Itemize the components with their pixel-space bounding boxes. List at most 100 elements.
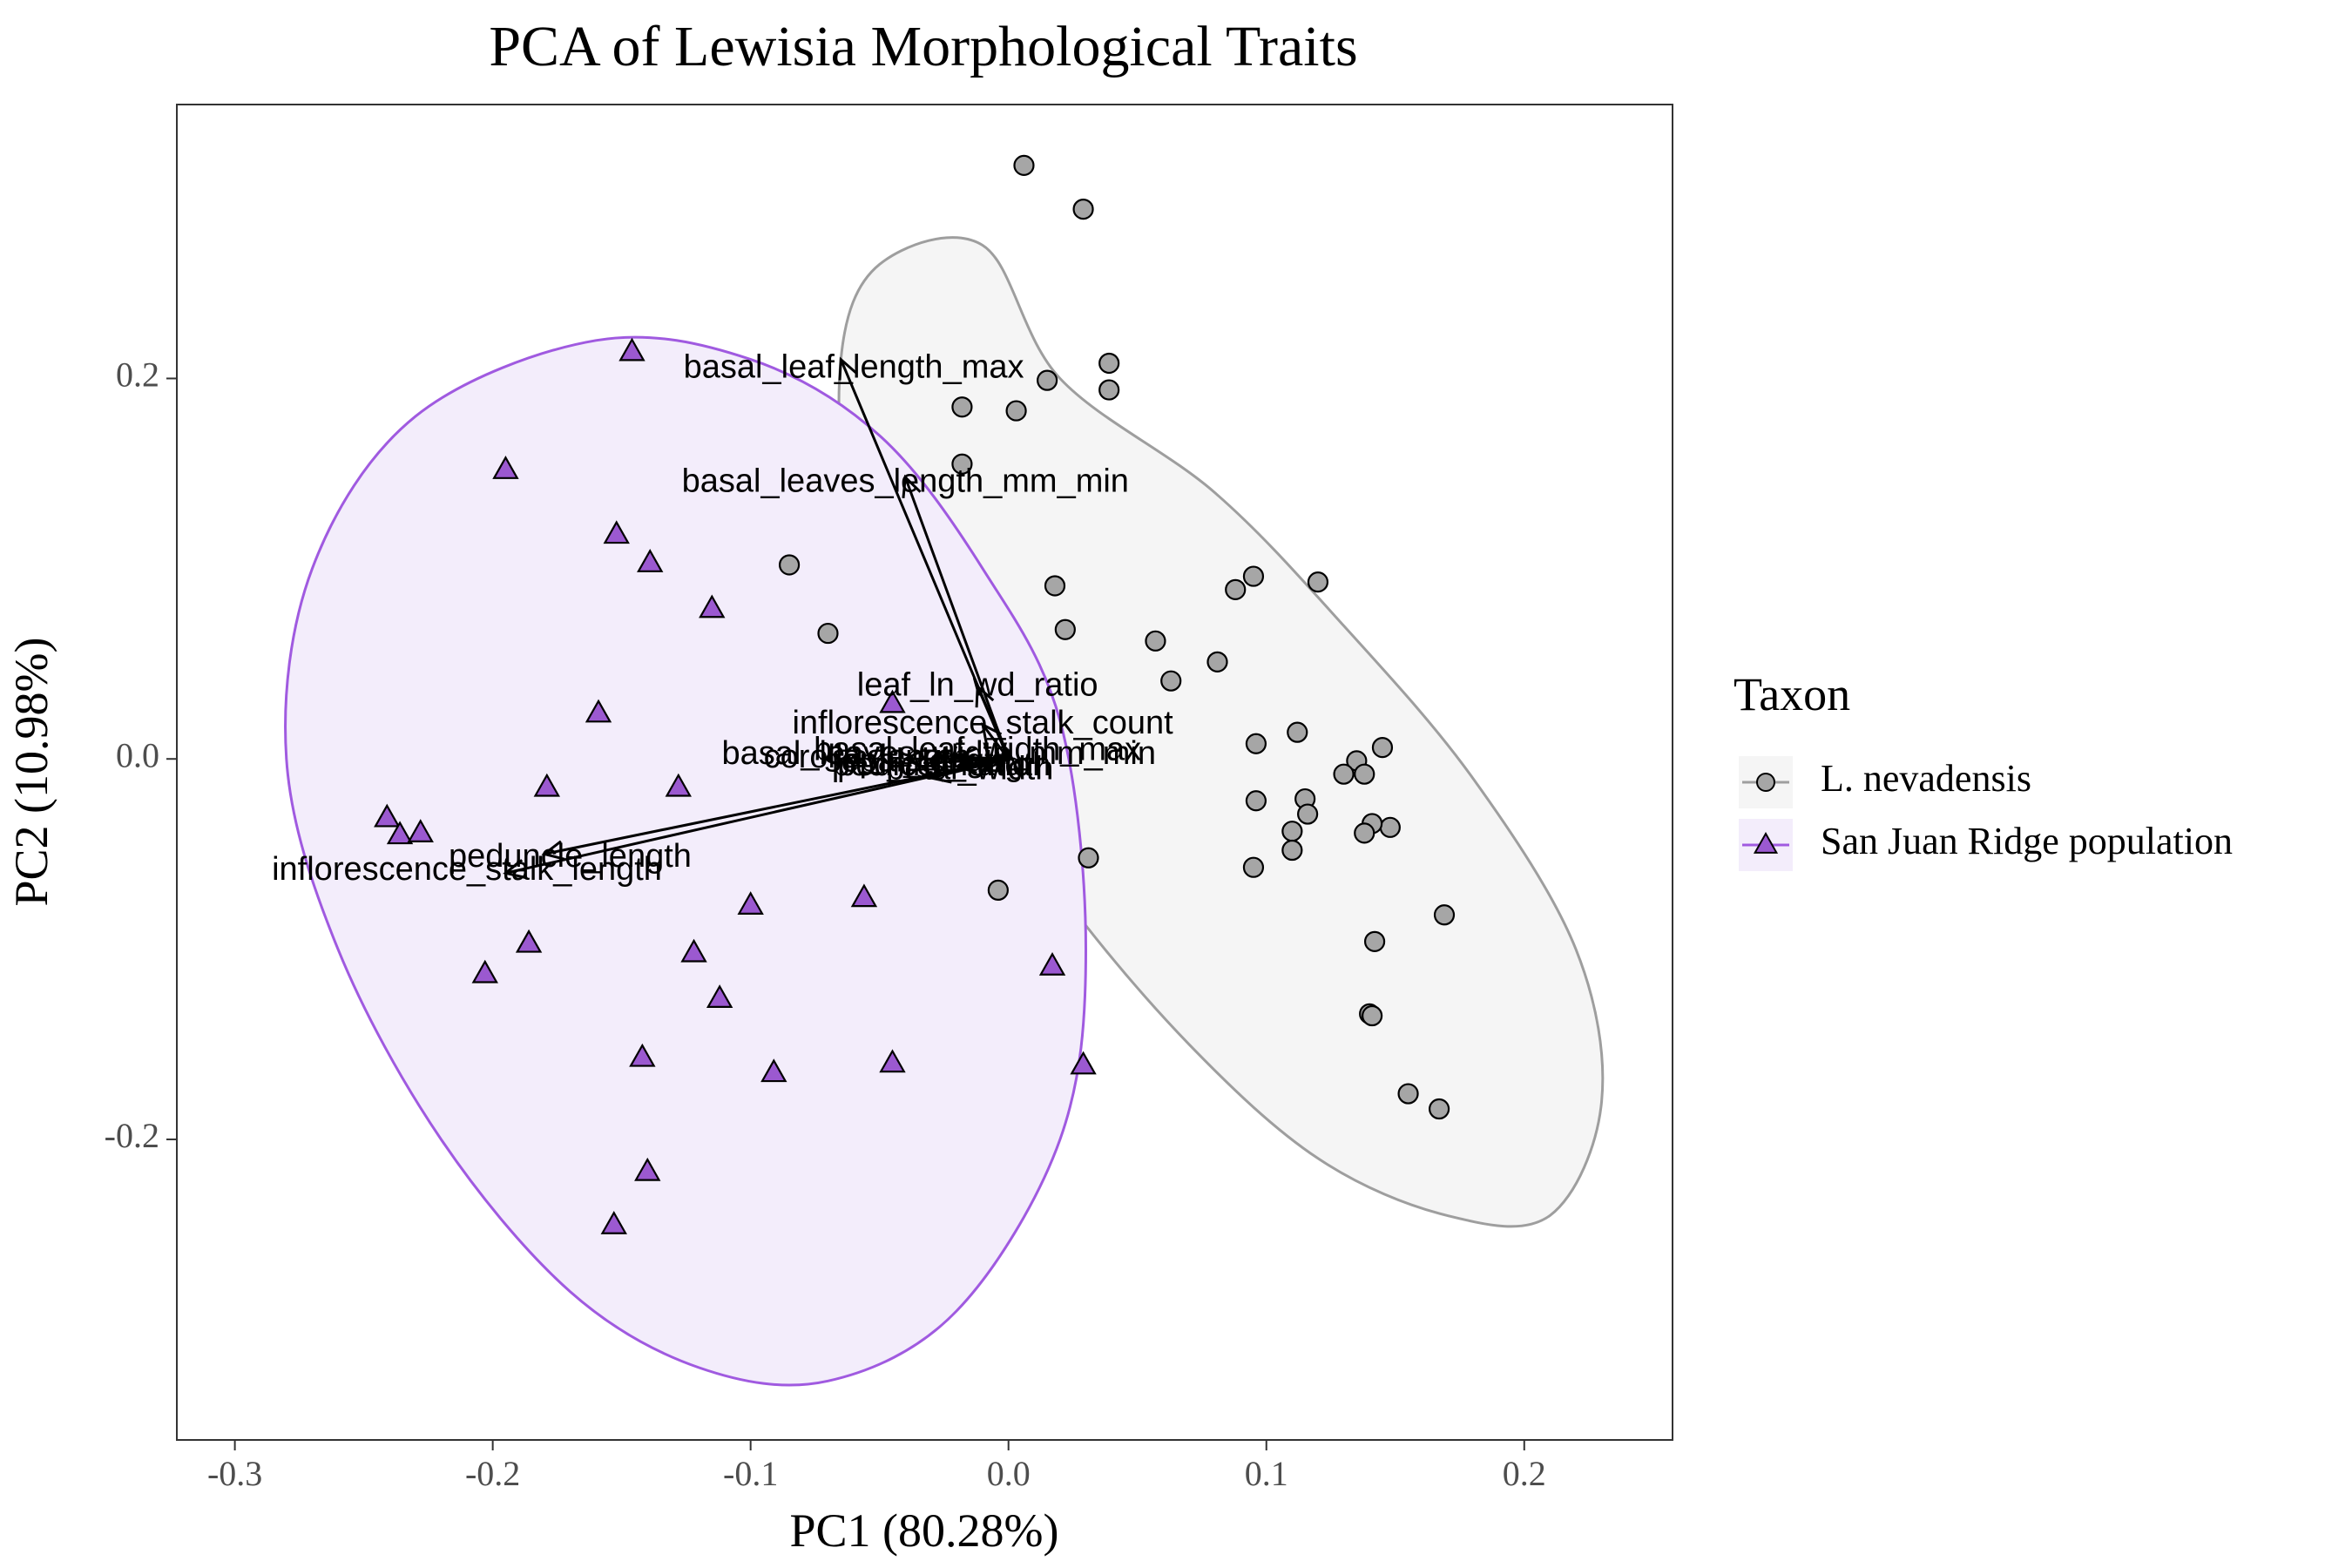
- loading-arrow: [544, 757, 1010, 855]
- point-san-juan-ridge: [1070, 1051, 1097, 1075]
- point-l-nevadensis: [1371, 737, 1394, 759]
- x-tick-label: 0.0: [987, 1454, 1031, 1493]
- point-l-nevadensis: [1379, 816, 1401, 838]
- point-san-juan-ridge: [850, 883, 878, 908]
- point-l-nevadensis: [1098, 379, 1120, 401]
- x-axis-label: PC1 (80.28%): [790, 1504, 1059, 1557]
- point-san-juan-ridge: [879, 689, 906, 713]
- loading-arrow: [981, 724, 1010, 760]
- loading-label: sepal_length: [824, 743, 1012, 780]
- loading-label: basal_leaf_length_max: [684, 349, 1024, 386]
- point-san-juan-ridge: [634, 1157, 661, 1181]
- point-l-nevadensis: [1044, 575, 1066, 597]
- point-l-nevadensis: [1242, 565, 1265, 587]
- point-l-nevadensis: [1242, 856, 1265, 878]
- loading-arrowhead: [902, 748, 925, 770]
- point-l-nevadensis: [1281, 839, 1303, 862]
- point-l-nevadensis: [1098, 352, 1120, 375]
- loading-arrow: [976, 686, 1010, 760]
- point-l-nevadensis: [1013, 154, 1035, 176]
- point-san-juan-ridge: [760, 1058, 787, 1083]
- point-san-juan-ridge: [492, 456, 519, 479]
- legend-key-circle: [1756, 773, 1775, 792]
- loading-label: pedicel_length: [837, 747, 1051, 783]
- loading-label: corolla_length: [764, 739, 970, 775]
- point-san-juan-ridge: [879, 1049, 906, 1073]
- y-tick-label: -0.2: [105, 1116, 159, 1155]
- point-l-nevadensis: [1225, 578, 1247, 600]
- confidence-ellipses: [284, 236, 1605, 1387]
- point-l-nevadensis: [1078, 847, 1099, 868]
- x-tick-label: -0.2: [465, 1454, 520, 1493]
- point-san-juan-ridge: [585, 699, 612, 723]
- loading-label: petal_width: [886, 750, 1053, 787]
- point-l-nevadensis: [1307, 571, 1329, 593]
- point-l-nevadensis: [987, 879, 1009, 901]
- point-l-nevadensis: [1354, 822, 1375, 844]
- point-l-nevadensis: [951, 396, 973, 418]
- point-l-nevadensis: [1362, 1004, 1383, 1027]
- loading-arrow: [505, 757, 1010, 875]
- loading-arrowhead: [975, 684, 995, 708]
- legend-key-triangle: [1753, 831, 1779, 854]
- point-san-juan-ridge: [699, 594, 726, 618]
- point-san-juan-ridge: [737, 891, 764, 915]
- loading-vectors: basal_leaf_length_max basal_leaves_length…: [272, 349, 1173, 889]
- data-points: [374, 154, 1456, 1234]
- point-san-juan-ridge: [618, 337, 645, 362]
- loading-arrowhead: [979, 754, 1004, 773]
- point-l-nevadensis: [1005, 400, 1027, 422]
- point-l-nevadensis: [1433, 904, 1456, 926]
- y-tick-label: 0.2: [116, 355, 159, 395]
- legend-title: Taxon: [1734, 668, 1850, 720]
- loading-label: inflorescence_stalk_length: [272, 851, 662, 888]
- point-san-juan-ridge: [1038, 952, 1066, 976]
- x-tick-label: -0.3: [207, 1454, 262, 1493]
- point-l-nevadensis: [1245, 733, 1267, 754]
- point-l-nevadensis: [1145, 630, 1166, 652]
- loading-label: ped_infl_ratio: [832, 747, 1031, 783]
- point-l-nevadensis: [1354, 763, 1375, 785]
- point-san-juan-ridge: [680, 938, 707, 963]
- y-axis-ticks: -0.2 0.0 0.2: [105, 355, 177, 1155]
- loading-label: basal_leaves_length_mm_min: [682, 463, 1129, 500]
- point-san-juan-ridge: [533, 773, 560, 797]
- point-san-juan-ridge: [603, 520, 630, 544]
- point-l-nevadensis: [1054, 618, 1076, 640]
- point-san-juan-ridge: [515, 929, 543, 953]
- x-axis-ticks: -0.3 -0.2 -0.1 0.0 0.1 0.2: [207, 1440, 1546, 1493]
- legend-entries: L. nevadensis San Juan Ridge population: [1739, 756, 2233, 871]
- point-l-nevadensis: [1428, 1098, 1450, 1120]
- point-l-nevadensis: [1297, 803, 1319, 825]
- legend-entry-label: L. nevadensis: [1821, 757, 2031, 800]
- point-l-nevadensis: [1206, 651, 1228, 672]
- point-san-juan-ridge: [637, 549, 664, 572]
- point-l-nevadensis: [951, 453, 973, 475]
- point-san-juan-ridge: [600, 1210, 627, 1234]
- point-l-nevadensis: [1245, 790, 1267, 812]
- x-tick-label: 0.1: [1245, 1454, 1288, 1493]
- point-l-nevadensis: [1072, 199, 1094, 220]
- loading-label: peduncle_length: [449, 838, 692, 875]
- point-l-nevadensis: [1281, 821, 1303, 842]
- y-axis-label: PC2 (10.98%): [5, 638, 57, 907]
- point-san-juan-ridge: [706, 984, 733, 1008]
- point-san-juan-ridge: [629, 1043, 656, 1067]
- point-san-juan-ridge: [386, 821, 414, 845]
- loading-arrowhead: [503, 859, 527, 880]
- loading-arrowhead: [928, 763, 952, 784]
- ellipse-san-juan-ridge: [284, 335, 1088, 1387]
- point-l-nevadensis: [1333, 763, 1355, 785]
- loading-arrowhead: [838, 356, 858, 381]
- y-tick-label: 0.0: [116, 735, 159, 774]
- point-l-nevadensis: [1037, 369, 1058, 391]
- chart-title: PCA of Lewisia Morphological Traits: [489, 15, 1357, 78]
- point-l-nevadensis: [1363, 930, 1386, 952]
- point-l-nevadensis: [778, 554, 801, 576]
- point-san-juan-ridge: [374, 803, 401, 828]
- legend-entry-label: San Juan Ridge population: [1821, 820, 2233, 862]
- legend: Taxon L. nevadensis San Juan Ridge popula…: [1734, 668, 2233, 871]
- plot-panel-border: [176, 104, 1673, 1441]
- loading-label: basal_leaf_width_max: [814, 732, 1141, 768]
